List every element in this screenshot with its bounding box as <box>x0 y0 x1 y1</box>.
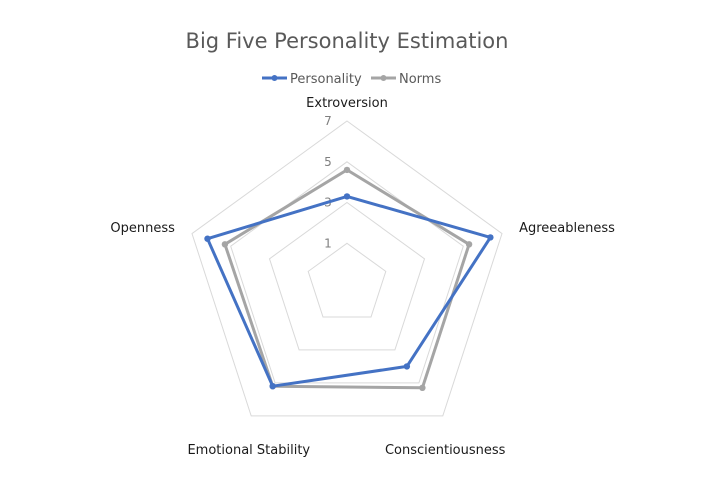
legend-marker-norms <box>380 75 387 81</box>
tick-label-5: 5 <box>324 155 332 169</box>
data-point-personality-openness[interactable] <box>204 235 211 242</box>
legend: Personality Norms <box>262 72 441 87</box>
data-point-norms-openness[interactable] <box>221 241 229 248</box>
grid-ring-7 <box>191 120 503 417</box>
data-point-personality-agreeableness[interactable] <box>487 234 494 241</box>
data-point-personality-emotional-stability[interactable] <box>269 383 276 390</box>
data-point-personality-conscientiousness[interactable] <box>403 363 411 370</box>
grid-ring-1 <box>307 242 387 318</box>
series-line-norms <box>223 168 471 390</box>
data-point-norms-extroversion[interactable] <box>343 166 351 174</box>
data-series <box>204 166 494 391</box>
series-line-personality <box>206 194 492 388</box>
radar-grid <box>191 120 503 417</box>
legend-item-norms[interactable]: Norms <box>371 72 441 87</box>
legend-label-norms: Norms <box>399 72 441 87</box>
category-label-openness: Openness <box>110 221 175 236</box>
legend-marker-personality <box>271 75 278 81</box>
tick-label-7: 7 <box>324 114 332 128</box>
data-point-norms-agreeableness[interactable] <box>465 241 473 248</box>
category-label-emotional-stability: Emotional Stability <box>187 443 310 458</box>
category-label-extroversion: Extroversion <box>306 96 388 111</box>
tick-label-1: 1 <box>324 236 332 250</box>
grid-ring-3 <box>268 201 426 351</box>
chart-title: Big Five Personality Estimation <box>186 29 509 53</box>
data-point-norms-conscientiousness[interactable] <box>419 384 426 391</box>
series-personality <box>204 193 494 390</box>
legend-label-personality: Personality <box>290 72 362 87</box>
grid-ring-5 <box>230 161 464 384</box>
category-label-agreeableness: Agreeableness <box>519 221 615 236</box>
category-labels: Extroversion Agreeableness Conscientiousne… <box>110 96 615 458</box>
category-label-conscientiousness: Conscientiousness <box>385 443 506 458</box>
data-point-personality-extroversion[interactable] <box>343 193 351 200</box>
legend-item-personality[interactable]: Personality <box>262 72 362 87</box>
